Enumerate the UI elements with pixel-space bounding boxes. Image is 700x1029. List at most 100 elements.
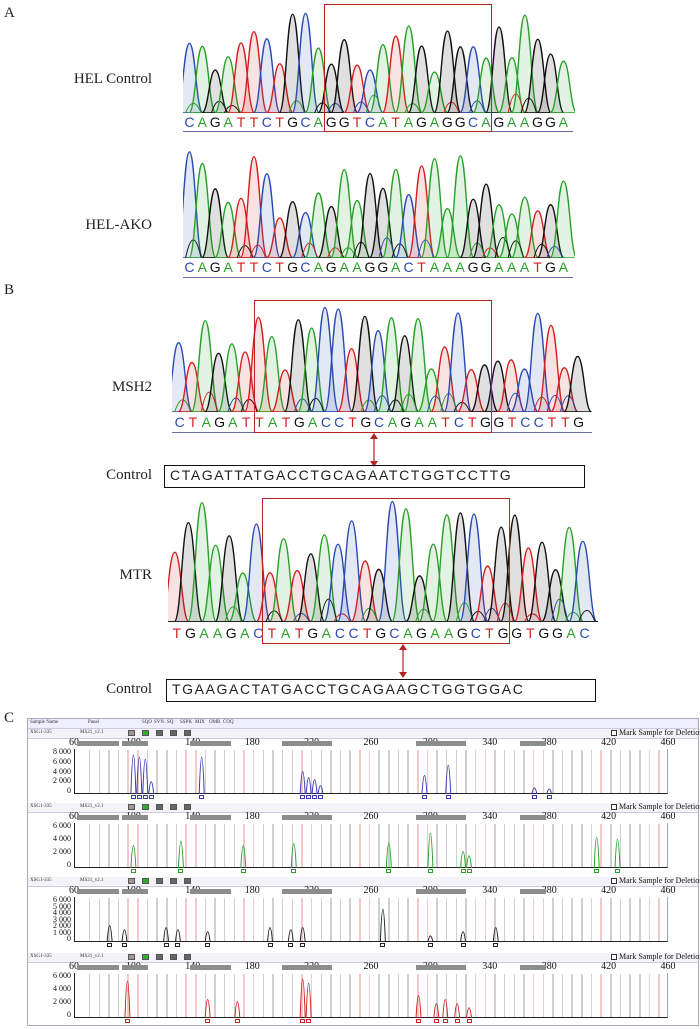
bin-stripe [98,824,100,867]
row-header: XSG1-335 MS21_v2.1 [28,803,698,813]
peak-T [456,369,486,412]
y-tick: 6 000 [53,895,71,904]
bin-stripe [542,824,545,867]
bin-stripe [359,974,361,1017]
bin-stripe [494,824,496,867]
toolbar-icon [142,730,149,736]
base-A: A [391,259,401,275]
chromatogram-mtr [168,500,598,622]
scale-label: 260 [363,885,379,896]
scale-label: 380 [541,961,557,972]
base-G: G [497,625,509,641]
base-G: G [375,625,387,641]
bin-stripe [339,974,342,1017]
sample-label-hel-control: HEL Control [73,71,152,87]
bin-stripe [272,824,274,867]
peak [204,931,211,942]
base-G: G [544,259,556,275]
peak-A [554,526,585,622]
bin-stripe [426,824,429,867]
mark-deletion-checkbox[interactable] [611,954,617,960]
peak-C [310,306,340,412]
base-C: C [184,259,195,275]
peak-A [549,60,575,113]
base-C: C [579,625,590,641]
scale-label: 340 [482,737,498,748]
marker-bar [76,965,119,970]
toolbar-icon [184,804,191,810]
bin-stripe [88,898,91,941]
panel-name: MS21_v2.1 [80,730,104,735]
bin-stripe [243,750,245,793]
bin-stripe [532,974,535,1017]
bin-stripe [513,898,516,941]
chromatogram-msh2 [172,306,592,412]
peak-label [300,795,306,799]
peak [287,929,294,942]
base-C: C [348,625,359,641]
base-C: C [253,625,264,641]
mark-deletion-checkbox[interactable] [611,730,617,736]
bin-stripe [339,898,342,941]
mark-deletion-checkbox[interactable] [611,804,617,810]
bin-stripe [426,974,429,1017]
minor-peak [265,610,283,622]
peak-T [168,551,190,622]
peak-G [471,183,501,258]
peak [177,841,184,868]
peak-label [240,869,246,873]
peak-C [523,312,553,412]
bin-stripe [658,974,660,1017]
peak [136,756,143,794]
chromatogram-hel-ako [183,151,575,258]
peak-label [386,869,392,873]
base-G: G [551,625,563,641]
baseline-mtr [168,621,598,622]
peak-label [107,943,113,947]
toolbar-icon [128,804,135,810]
bin-stripe [532,824,535,867]
bin-stripe [474,974,477,1017]
y-tick: 4 000 [53,766,71,776]
peak [198,756,205,794]
mark-deletion-checkbox[interactable] [611,878,617,884]
peak-T [230,351,260,412]
bin-stripe [388,974,390,1017]
bin-stripe [407,750,409,793]
marker-bar [281,965,333,970]
peak-C [336,520,367,622]
peak-label [121,943,127,947]
scale-label: 340 [482,885,498,896]
bin-stripe [368,824,371,867]
bin-stripe [137,824,139,867]
bin-stripe [252,750,255,793]
bin-stripe [349,974,351,1017]
bin-stripe [243,974,245,1017]
bin-stripe [339,750,342,793]
toolbar-icon [156,804,163,810]
peak [531,787,538,794]
peak-label [124,1019,130,1023]
bin-stripe [310,974,313,1017]
base-T: T [525,625,535,641]
bin-stripe [291,750,294,793]
toolbar-icon [156,730,163,736]
bin-stripe [610,750,612,793]
base-A: A [228,414,238,430]
peak-label [594,869,600,873]
y-tick: 2 000 [53,921,71,930]
peak-T [513,547,544,622]
bin-stripe [639,824,641,867]
minor-peak [506,392,524,412]
bin-stripe [195,750,197,793]
base-A: A [212,625,223,641]
scale-label: 340 [482,811,498,822]
bin-stripe [571,898,573,941]
minor-peak [223,105,241,113]
bin-stripe [436,974,438,1017]
bin-stripe [571,974,573,1017]
peak [454,1003,461,1018]
bin-stripe [426,750,429,793]
base-A: A [339,259,349,275]
bin-stripe [610,974,612,1017]
